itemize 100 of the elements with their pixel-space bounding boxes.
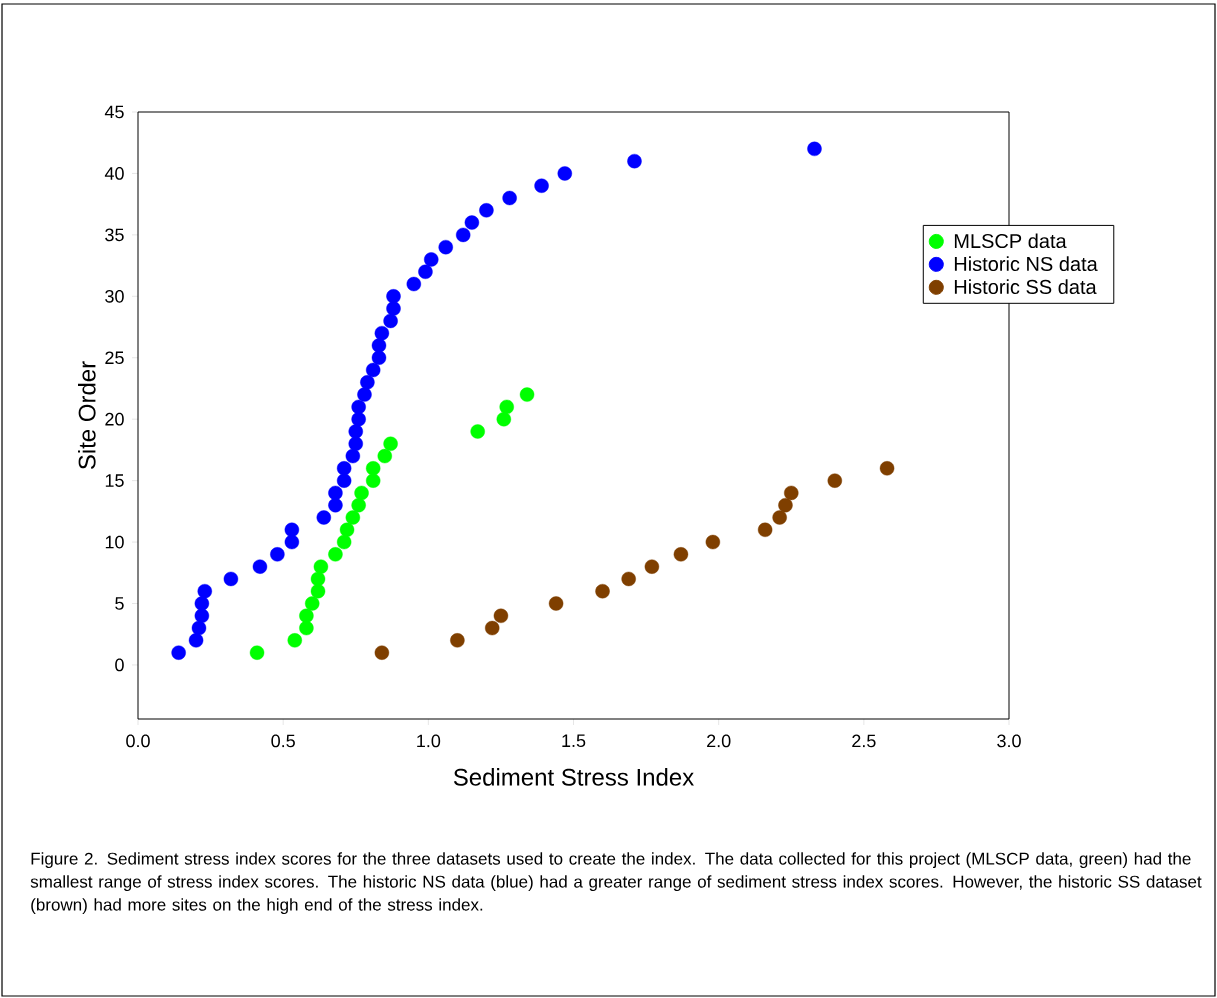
point <box>299 608 314 623</box>
point <box>827 473 843 488</box>
point <box>595 584 610 599</box>
point <box>252 559 268 574</box>
legend-label: Historic SS data <box>954 279 1097 295</box>
point <box>284 534 300 550</box>
y-tick-label: 10 <box>105 535 124 549</box>
point <box>345 510 361 525</box>
point <box>772 510 787 525</box>
point <box>357 387 372 402</box>
point <box>438 239 453 255</box>
point <box>328 547 343 562</box>
point <box>778 498 793 513</box>
y-tick-label: 20 <box>105 412 124 426</box>
y-tick-label: 30 <box>105 289 124 303</box>
point <box>284 522 300 537</box>
point <box>424 252 439 267</box>
y-tick-label: 40 <box>104 167 124 180</box>
x-tick-label: 1.5 <box>562 734 586 748</box>
point <box>371 338 387 353</box>
point <box>479 203 494 218</box>
point <box>191 620 207 636</box>
x-tick-label: 0.0 <box>126 734 150 748</box>
y-tick-label: 45 <box>104 105 124 119</box>
point <box>455 227 471 243</box>
point <box>348 424 363 439</box>
legend-label: Historic NS data <box>954 256 1098 272</box>
point <box>371 350 387 365</box>
point <box>351 411 366 427</box>
point <box>194 608 210 623</box>
point <box>197 584 212 599</box>
point <box>374 325 390 341</box>
point <box>360 375 375 390</box>
point <box>879 461 895 476</box>
point <box>383 313 398 329</box>
point <box>287 633 302 648</box>
point <box>383 436 398 451</box>
y-axis-title: Site Order <box>78 361 96 470</box>
point <box>499 399 514 415</box>
x-tick-label: 2.5 <box>852 734 876 748</box>
point <box>464 215 480 230</box>
point <box>807 141 822 157</box>
point <box>354 485 369 501</box>
point <box>328 485 343 501</box>
point <box>365 473 381 488</box>
point <box>223 571 239 587</box>
point <box>470 424 485 439</box>
point <box>673 547 689 562</box>
point <box>418 264 433 279</box>
point <box>450 633 465 648</box>
point <box>519 387 535 402</box>
point <box>534 178 549 193</box>
y-tick-label: 35 <box>105 228 124 242</box>
y-tick-label: 0 <box>115 658 124 672</box>
point <box>299 620 314 636</box>
x-axis-title: Sediment Stress Index <box>453 768 694 786</box>
point <box>351 498 366 513</box>
legend-label: MLSCP data <box>954 233 1067 249</box>
point <box>386 289 401 304</box>
y-tick-label: 25 <box>105 351 124 365</box>
point <box>493 608 509 623</box>
point <box>351 399 366 415</box>
point <box>348 436 363 451</box>
point <box>365 362 381 378</box>
x-tick-label: 0.5 <box>271 734 295 748</box>
point <box>757 522 773 537</box>
point <box>386 301 401 316</box>
point <box>345 448 361 464</box>
point <box>270 547 285 562</box>
x-tick-label: 2.0 <box>707 734 731 748</box>
point <box>557 166 572 181</box>
point <box>485 620 500 636</box>
point <box>339 522 355 537</box>
point <box>305 596 320 611</box>
y-tick-label: 15 <box>105 474 124 487</box>
point <box>171 645 186 660</box>
point <box>336 534 352 550</box>
x-tick-label: 3.0 <box>997 734 1021 748</box>
point <box>336 461 352 476</box>
point <box>365 461 381 476</box>
point <box>194 596 210 611</box>
point <box>310 584 326 599</box>
point <box>313 559 329 574</box>
point <box>336 473 352 488</box>
point <box>496 411 512 427</box>
point <box>784 485 799 501</box>
point <box>374 645 390 660</box>
y-tick-label: 5 <box>115 597 124 610</box>
point <box>249 645 265 660</box>
point <box>310 571 326 587</box>
point <box>377 448 392 464</box>
point <box>406 276 422 292</box>
x-tick-label: 1.0 <box>417 734 441 748</box>
point <box>705 534 721 550</box>
caption: Figure 2. Sediment stress index scores for the three datasets used to create the index. The data collected for this project (MLSCP data, green) had the smallest range of stress index scores. The historic NS data (blue) had a greater range of sediment stress index scores. However, the historic SS dataset (brown) had more sites on the high end of the stress index. <box>30 852 1202 915</box>
point <box>548 596 564 611</box>
point <box>644 559 660 574</box>
point <box>328 498 343 513</box>
point <box>621 571 636 587</box>
point <box>188 633 204 648</box>
